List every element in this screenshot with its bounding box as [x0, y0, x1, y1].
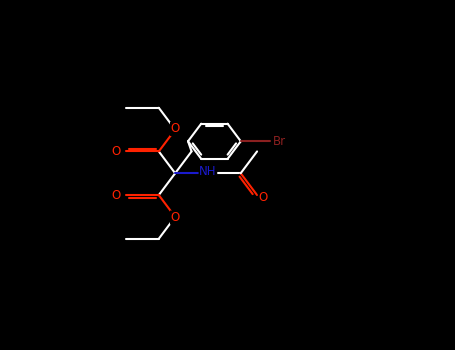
Text: O: O [171, 211, 180, 224]
Text: O: O [171, 122, 180, 135]
Text: Br: Br [273, 135, 286, 148]
Text: O: O [111, 189, 121, 202]
Text: O: O [111, 145, 121, 158]
Text: NH: NH [199, 165, 217, 178]
Text: O: O [258, 191, 268, 204]
